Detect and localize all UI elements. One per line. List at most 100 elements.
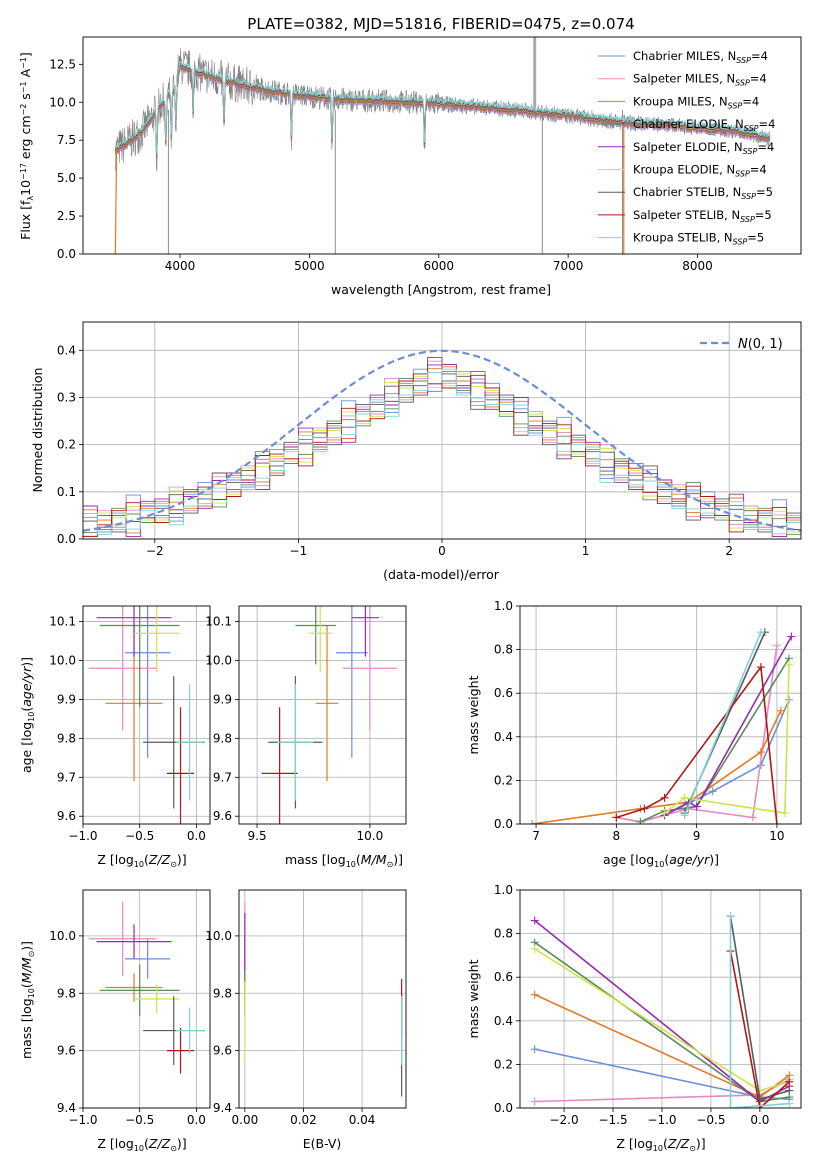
weight-marker-kroupa_stelib <box>756 628 765 637</box>
residual-panel: −2 −1 0 1 2 0.0 0.1 0.2 0.3 0.4 N(0, 1) (data-model… <box>30 321 802 582</box>
x-tick-label: −2 <box>146 544 164 558</box>
y-tick-label: 10.0 <box>49 95 76 109</box>
y-tick-label: 10.1 <box>49 615 76 629</box>
x-tick-label: 0.0 <box>750 1113 769 1127</box>
weight-line-kroupa_stelib <box>683 631 762 816</box>
y-tick-label: 9.4 <box>57 1101 76 1115</box>
gaussian-legend-label: N(0, 1) <box>738 337 783 352</box>
weight-marker-kroupa_miles <box>776 706 785 715</box>
y-tick-label: 2.5 <box>57 209 76 223</box>
mass-xlabel: mass [log10(M/M⊙)] <box>285 852 403 869</box>
age-vs-metallicity-panel: −1.0 −0.5 0.0 9.6 9.7 9.8 9.9 10.0 10.1 age [log1… <box>19 605 211 869</box>
masked-spike <box>533 37 537 109</box>
plot-area <box>528 628 796 824</box>
residual-histogram-salpeter_stelib <box>83 373 801 538</box>
weight-marker-salpeter_stelib <box>785 1077 794 1086</box>
weight-marker-kroupa_elodie <box>530 944 539 953</box>
y-tick-label: 9.9 <box>213 692 232 706</box>
y-tick-label: 10.1 <box>205 615 232 629</box>
weight-vs-age-panel: 7 8 9 10 0.0 0.2 0.4 0.6 0.8 1.0 age [log10(age/yr… <box>466 599 802 869</box>
y-tick-label: 9.4 <box>213 1101 232 1115</box>
weight-line-chabrier_miles <box>616 699 790 823</box>
plot-area <box>114 37 771 254</box>
weight-ylabel-top: mass weight <box>466 675 481 754</box>
x-tick-label: −1.5 <box>598 1113 627 1127</box>
y-tick-label: 0.4 <box>57 343 76 357</box>
weight-marker-kroupa_stelib <box>680 811 689 820</box>
model-spectrum-kroupa_stelib <box>114 60 771 155</box>
y-tick-label: 9.6 <box>213 1044 232 1058</box>
y-tick-label: 0.0 <box>494 817 513 831</box>
spectrum-ylabel: Flux [fλ10−17 erg cm−2 s−1 A−1] <box>18 52 35 240</box>
legend-entry-salpeter_miles: Salpeter MILES, NSSP=4 <box>633 72 767 88</box>
mass-vs-metallicity-panel: −1.0 −0.5 0.0 9.4 9.6 9.8 10.0 mass [log10(M/M⊙… <box>19 889 211 1153</box>
axes-frame <box>82 889 211 1109</box>
x-tick-label: 5000 <box>294 259 325 273</box>
weight-marker-salpeter_elodie <box>530 916 539 925</box>
age-vs-mass-panel: 9.5 10.0 9.6 9.7 9.8 9.9 10.0 10.1 mass [log10(M… <box>205 605 407 869</box>
y-tick-label: 0.8 <box>494 643 513 657</box>
weight-marker-salpeter_elodie <box>692 802 701 811</box>
weight-marker-salpeter_stelib <box>612 813 621 822</box>
y-tick-label: 1.0 <box>494 883 513 897</box>
y-tick-label: 9.6 <box>57 1044 76 1058</box>
weight-ylabel-bottom: mass weight <box>466 959 481 1038</box>
legend-entry-salpeter_elodie: Salpeter ELODIE, NSSP=4 <box>633 140 774 156</box>
x-tick-label: 10.0 <box>357 829 384 843</box>
x-tick-label: −1.0 <box>68 1113 97 1127</box>
spectrum-xlabel: wavelength [Angstrom, rest frame] <box>331 282 551 297</box>
x-tick-label: −0.5 <box>125 829 154 843</box>
weight-marker-chabrier_stelib <box>785 1086 794 1095</box>
y-tick-label: 10.0 <box>205 929 232 943</box>
weight-marker-chabrier_stelib <box>755 1095 764 1104</box>
weight-marker-kroupa_miles <box>756 748 765 757</box>
x-tick-label: −1.0 <box>647 1113 676 1127</box>
y-tick-label: 0.2 <box>57 438 76 452</box>
weight-marker-kroupa_miles <box>528 820 537 824</box>
x-tick-label: 4000 <box>165 259 196 273</box>
x-tick-label: 0 <box>438 544 446 558</box>
y-tick-label: 9.8 <box>213 731 232 745</box>
y-tick-label: 0.2 <box>494 773 513 787</box>
gaussian-reference-curve <box>83 349 801 532</box>
x-tick-label: 8 <box>613 829 621 843</box>
mass-vs-extinction-panel: 0.00 0.02 0.04 9.4 9.6 9.8 10.0 E(B-V) <box>205 889 407 1151</box>
weight-marker-chabrier_miles <box>708 787 717 796</box>
weight-z-xlabel: Z [log10(Z/Z⊙)] <box>616 1136 705 1153</box>
x-tick-label: −0.5 <box>125 1113 154 1127</box>
y-tick-label: 10.0 <box>49 929 76 943</box>
weight-line-salpeter_stelib <box>729 950 790 1108</box>
axes-frame <box>519 889 802 1109</box>
weight-marker-salpeter_miles <box>772 641 781 650</box>
weight-marker-salpeter_miles <box>530 1097 539 1106</box>
weight-marker-kroupa_elodie <box>784 660 793 669</box>
weight-marker-kroupa_elodie <box>680 793 689 802</box>
y-tick-label: 0.6 <box>494 686 513 700</box>
residual-ylabel: Normed distribution <box>30 368 45 493</box>
grid-lines <box>83 322 801 540</box>
age-z-xlabel: Z [log10(Z/Z⊙)] <box>97 852 186 869</box>
residual-histogram-chabrier_stelib <box>83 356 801 533</box>
y-tick-label: 9.8 <box>213 986 232 1000</box>
y-tick-label: 7.5 <box>57 133 76 147</box>
weight-line-kroupa_elodie <box>664 664 790 815</box>
weight-marker-chabrier_miles <box>784 695 793 704</box>
legend-entry-chabrier_elodie: Chabrier ELODIE, NSSP=4 <box>633 117 775 133</box>
weight-marker-salpeter_elodie <box>787 632 796 641</box>
x-tick-label: −0.5 <box>696 1113 725 1127</box>
x-tick-label: 8000 <box>682 259 713 273</box>
spectrum-legend: Chabrier MILES, NSSP=4 Salpeter MILES, NS… <box>598 49 775 247</box>
y-tick-label: 0.2 <box>494 1057 513 1071</box>
y-tick-label: 0.8 <box>494 927 513 941</box>
x-tick-label: 0.0 <box>187 829 206 843</box>
mass-z-xlabel: Z [log10(Z/Z⊙)] <box>97 1136 186 1153</box>
plot-area <box>83 349 801 538</box>
plot-area <box>244 901 403 1097</box>
x-tick-label: −1 <box>290 544 308 558</box>
axes-frame <box>238 889 407 1109</box>
y-tick-label: 10.0 <box>205 654 232 668</box>
weight-line-kroupa_stelib <box>729 916 790 1108</box>
legend-entry-kroupa_miles: Kroupa MILES, NSSP=4 <box>633 94 759 110</box>
y-tick-label: 9.8 <box>57 986 76 1000</box>
